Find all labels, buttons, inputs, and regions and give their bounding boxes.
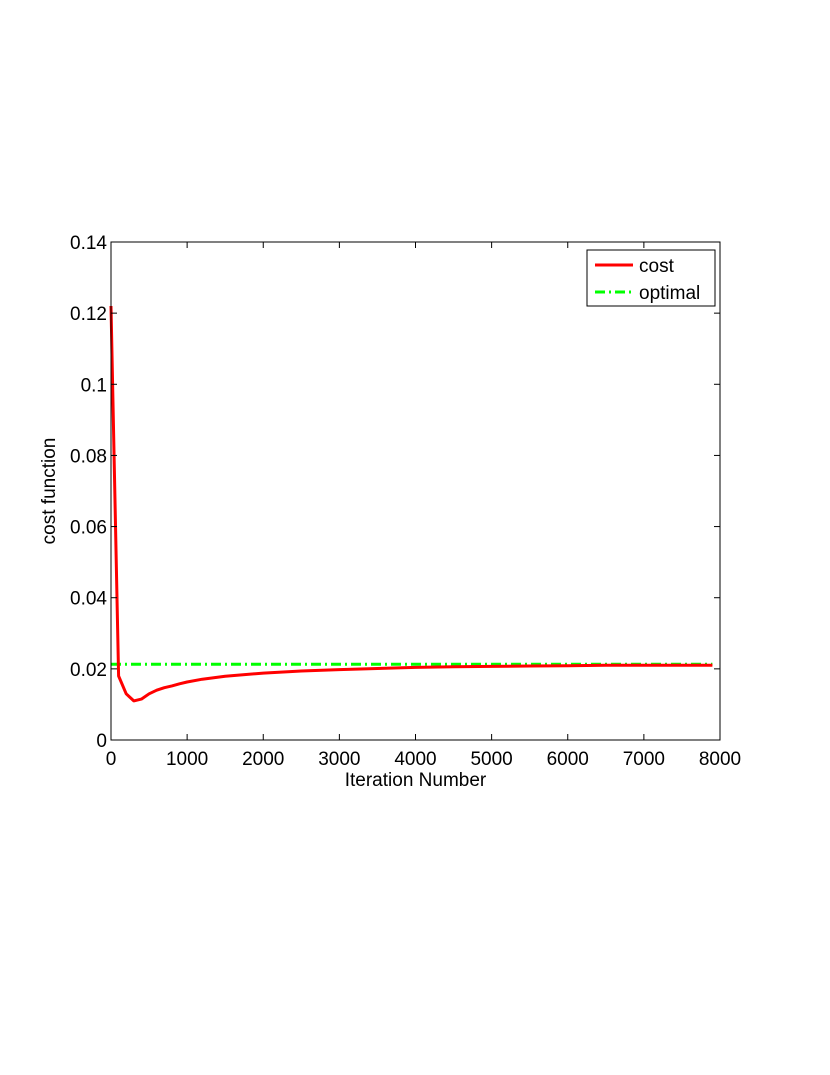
series-layer xyxy=(109,305,713,703)
x-tick-label: 6000 xyxy=(547,749,589,770)
series-line-cost xyxy=(109,305,713,703)
legend-label-optimal: optimal xyxy=(639,283,700,304)
y-tick-label: 0.06 xyxy=(70,518,107,539)
y-axis-label: cost function xyxy=(39,438,60,545)
x-tick-label: 3000 xyxy=(318,749,360,770)
x-tick-label: 2000 xyxy=(242,749,284,770)
ticks-layer: 0 1000 2000 3000 4000 5000 6000 7000 8000 0 0.02 0.… xyxy=(70,233,741,770)
plot-area xyxy=(111,242,720,740)
y-tick-label: 0.12 xyxy=(70,304,107,325)
x-tick-label: 7000 xyxy=(623,749,665,770)
x-tick-label: 1000 xyxy=(166,749,208,770)
x-tick-label: 4000 xyxy=(394,749,436,770)
x-axis-label: Iteration Number xyxy=(345,770,487,791)
x-tick-label: 8000 xyxy=(699,749,741,770)
y-tick-label: 0.1 xyxy=(81,375,107,396)
legend-label-cost: cost xyxy=(639,256,675,277)
y-tick-label: 0 xyxy=(96,731,107,752)
legend: cost optimal xyxy=(586,249,716,307)
y-tick-label: 0.04 xyxy=(70,589,107,610)
plot-frame xyxy=(110,241,721,741)
legend-box xyxy=(586,249,716,307)
y-tick-label: 0.02 xyxy=(70,660,107,681)
y-tick-label: 0.14 xyxy=(70,233,107,254)
x-tick-label: 5000 xyxy=(470,749,512,770)
x-tick-label: 0 xyxy=(106,749,117,770)
y-tick-label: 0.08 xyxy=(70,446,107,467)
